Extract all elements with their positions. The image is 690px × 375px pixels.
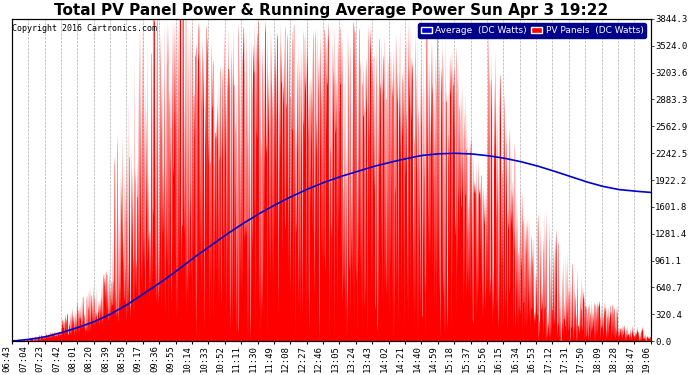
Title: Total PV Panel Power & Running Average Power Sun Apr 3 19:22: Total PV Panel Power & Running Average P… [55,3,609,18]
Legend: Average  (DC Watts), PV Panels  (DC Watts): Average (DC Watts), PV Panels (DC Watts) [418,24,647,38]
Text: Copyright 2016 Cartronics.com: Copyright 2016 Cartronics.com [12,24,157,33]
